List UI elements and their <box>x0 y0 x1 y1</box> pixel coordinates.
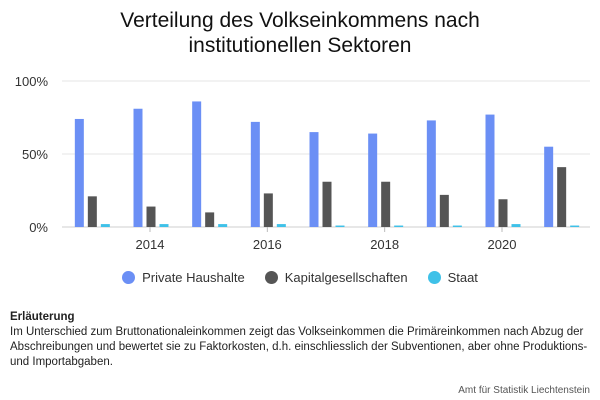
y-tick-label: 0% <box>29 220 48 235</box>
bar-staat-2018 <box>394 225 404 227</box>
bar-staat-2016 <box>276 224 286 227</box>
bar-staat-2013 <box>100 224 110 227</box>
legend-label-kapitalgesellschaften: Kapitalgesellschaften <box>284 270 408 285</box>
bar-private-haushalte-2016 <box>250 121 260 227</box>
bar-staat-2020 <box>511 224 521 227</box>
bar-staat-2014 <box>159 224 169 227</box>
bar-staat-2021 <box>570 225 580 227</box>
bar-private-haushalte-2017 <box>309 132 319 227</box>
explanation-heading: Erläuterung <box>10 311 75 323</box>
x-tick-label: 2016 <box>253 237 282 252</box>
chart-title-line-2: institutionellen Sektoren <box>188 34 412 57</box>
bar-private-haushalte-2015 <box>192 101 202 227</box>
bar-kapitalgesellschaften-2018 <box>381 181 391 227</box>
bar-kapitalgesellschaften-2019 <box>439 194 449 227</box>
bar-kapitalgesellschaften-2017 <box>322 181 332 227</box>
bar-private-haushalte-2020 <box>485 114 495 227</box>
bar-kapitalgesellschaften-2021 <box>557 167 567 227</box>
bar-chart: 0% 50% 100% 2014 2016 2018 2020 <box>15 74 590 252</box>
source-credit: Amt für Statistik Liechtenstein <box>458 385 590 396</box>
bar-staat-2015 <box>218 224 228 227</box>
x-tick-label: 2014 <box>136 237 165 252</box>
explanation-note: Erläuterung Im Unterschied zum Bruttonat… <box>10 310 595 370</box>
bar-kapitalgesellschaften-2016 <box>263 193 273 227</box>
y-tick-label: 100% <box>15 74 49 89</box>
bar-private-haushalte-2019 <box>426 120 436 227</box>
x-tick-label: 2020 <box>488 237 517 252</box>
bar-kapitalgesellschaften-2013 <box>87 196 97 227</box>
bar-private-haushalte-2014 <box>133 108 143 227</box>
chart-title-line-1: Verteilung des Volkseinkommens nach <box>120 9 480 32</box>
bar-kapitalgesellschaften-2015 <box>205 212 215 227</box>
legend-item-private-haushalte[interactable]: Private Haushalte <box>122 270 245 285</box>
bar-private-haushalte-2018 <box>368 133 378 227</box>
bar-staat-2017 <box>335 225 345 227</box>
x-tick-label: 2018 <box>370 237 399 252</box>
bar-staat-2019 <box>452 225 462 227</box>
bar-private-haushalte-2021 <box>544 146 554 227</box>
legend-item-staat[interactable]: Staat <box>427 270 478 285</box>
legend-marker-private-haushalte <box>122 271 136 284</box>
legend-item-kapitalgesellschaften[interactable]: Kapitalgesellschaften <box>264 270 408 285</box>
chart-legend: Private Haushalte Kapitalgesellschaften … <box>0 270 600 285</box>
bar-kapitalgesellschaften-2020 <box>498 199 508 227</box>
legend-marker-kapitalgesellschaften <box>264 271 278 284</box>
y-tick-label: 50% <box>22 147 48 162</box>
legend-marker-staat <box>427 271 441 284</box>
legend-label-private-haushalte: Private Haushalte <box>142 270 245 285</box>
legend-label-staat: Staat <box>447 270 478 285</box>
bar-kapitalgesellschaften-2014 <box>146 206 156 227</box>
chart-title: Verteilung des Volkseinkommens nach inst… <box>0 8 600 58</box>
explanation-text: Im Unterschied zum Bruttonationaleinkomm… <box>10 326 588 368</box>
bar-private-haushalte-2013 <box>74 118 84 227</box>
